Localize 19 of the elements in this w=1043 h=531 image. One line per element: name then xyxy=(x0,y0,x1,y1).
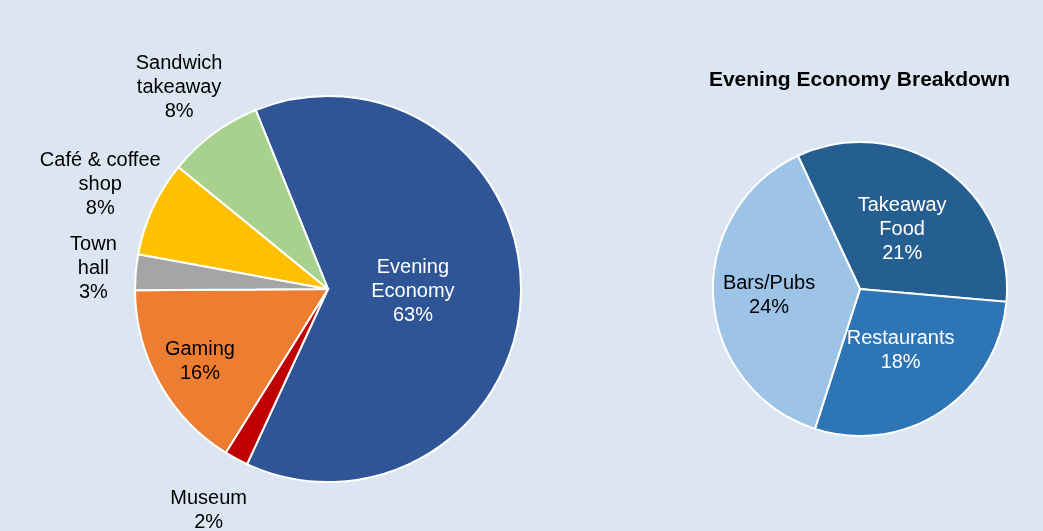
slice-label: Restaurants xyxy=(846,326,955,349)
chart-title: Evening Economy Breakdown xyxy=(708,67,1010,90)
data-label: 18% xyxy=(880,350,921,373)
slice-label: Sandwich takeaway xyxy=(135,51,223,98)
slice-label: Town hall xyxy=(70,232,117,279)
data-label: 8% xyxy=(85,195,115,218)
data-label: 2% xyxy=(194,509,224,531)
data-label: 24% xyxy=(749,294,790,317)
data-label: 8% xyxy=(164,99,194,122)
slice-label: Café & coffee shop xyxy=(39,147,161,194)
slice-label: Evening Economy xyxy=(371,255,455,302)
data-label: 63% xyxy=(392,303,434,326)
slice-label: Bars/Pubs xyxy=(722,270,816,293)
data-label: 16% xyxy=(179,360,221,383)
slice-label: Gaming xyxy=(164,336,235,359)
data-label: 21% xyxy=(882,240,923,263)
slice-label: Museum xyxy=(170,485,248,508)
slice-label: Takeaway Food xyxy=(857,192,947,239)
data-label: 3% xyxy=(78,280,109,303)
